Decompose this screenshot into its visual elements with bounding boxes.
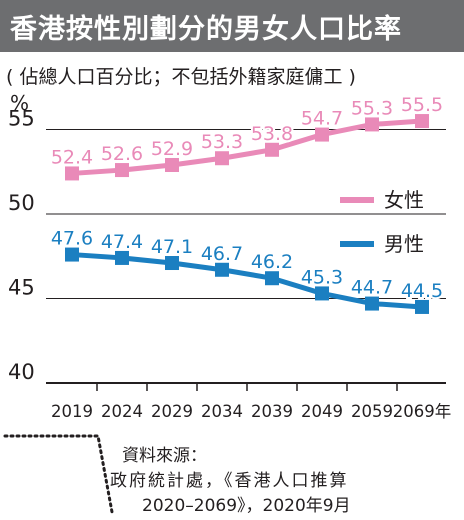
data-label: 54.7 [301, 108, 343, 130]
y-tick-label: 55 [8, 107, 35, 131]
y-axis-unit: % [10, 91, 29, 115]
x-tick-label: 2034 [201, 402, 243, 421]
data-point-marker [65, 166, 79, 181]
chart-subtitle: ( 佔總人口百分比；不包括外籍家庭傭工 ) [6, 66, 356, 88]
data-label: 55.3 [351, 97, 393, 119]
data-point-marker [215, 262, 229, 277]
source-line-2: 2020–2069》，2020年9月 [142, 496, 351, 516]
data-point-marker [265, 271, 279, 286]
source-note: 資料來源： 政府統計處，《香港人口推算 2020–2069》，2020年9月 [110, 444, 456, 519]
data-label: 52.9 [151, 138, 193, 160]
legend-label-0: 女性 [384, 188, 424, 212]
data-label: 46.7 [201, 243, 243, 265]
x-tick-label: 2029 [151, 402, 193, 421]
x-tick-label: 2049 [301, 402, 343, 421]
title-bar: 香港按性別劃分的男女人口比率 [0, 0, 464, 52]
data-point-marker [115, 163, 129, 178]
x-tick-label: 2039 [251, 402, 293, 421]
data-point-marker [365, 117, 379, 132]
data-label: 53.3 [201, 131, 243, 153]
data-label: 47.4 [101, 231, 143, 253]
data-label: 44.7 [351, 277, 393, 299]
data-point-marker [415, 299, 429, 314]
source-label: 資料來源： [122, 446, 207, 466]
y-tick-label: 50 [8, 191, 35, 215]
data-point-marker [115, 250, 129, 265]
data-point-marker [315, 286, 329, 301]
data-label: 47.1 [151, 236, 193, 258]
dotted-leader-line [3, 434, 114, 514]
data-label: 44.5 [401, 280, 443, 302]
data-label: 52.6 [101, 143, 143, 165]
y-tick-label: 45 [8, 276, 35, 300]
x-tick-label: 2059 [351, 402, 393, 421]
data-point-marker [165, 157, 179, 172]
source-line-1: 政府統計處，《香港人口推算 [110, 471, 349, 491]
x-tick-label: 2024 [101, 402, 143, 421]
legend-label-1: 男性 [384, 232, 424, 256]
data-point-marker [215, 151, 229, 166]
data-point-marker [265, 142, 279, 157]
data-point-marker [315, 127, 329, 142]
data-point-marker [65, 247, 79, 262]
data-label: 46.2 [251, 251, 293, 273]
data-point-marker [415, 114, 429, 129]
series-line-1 [71, 252, 423, 310]
x-tick-label: 2019 [51, 402, 93, 421]
data-point-marker [365, 296, 379, 311]
data-label: 47.6 [51, 228, 93, 250]
data-label: 52.4 [51, 146, 93, 168]
x-tick-label: 2069年 [393, 402, 452, 421]
data-label: 45.3 [301, 266, 343, 288]
data-point-marker [165, 256, 179, 271]
data-label: 55.5 [401, 94, 443, 116]
series-line-0 [71, 118, 423, 176]
y-tick-label: 40 [8, 360, 35, 384]
data-label: 53.8 [251, 123, 293, 145]
chart-title: 香港按性別劃分的男女人口比率 [10, 14, 402, 45]
